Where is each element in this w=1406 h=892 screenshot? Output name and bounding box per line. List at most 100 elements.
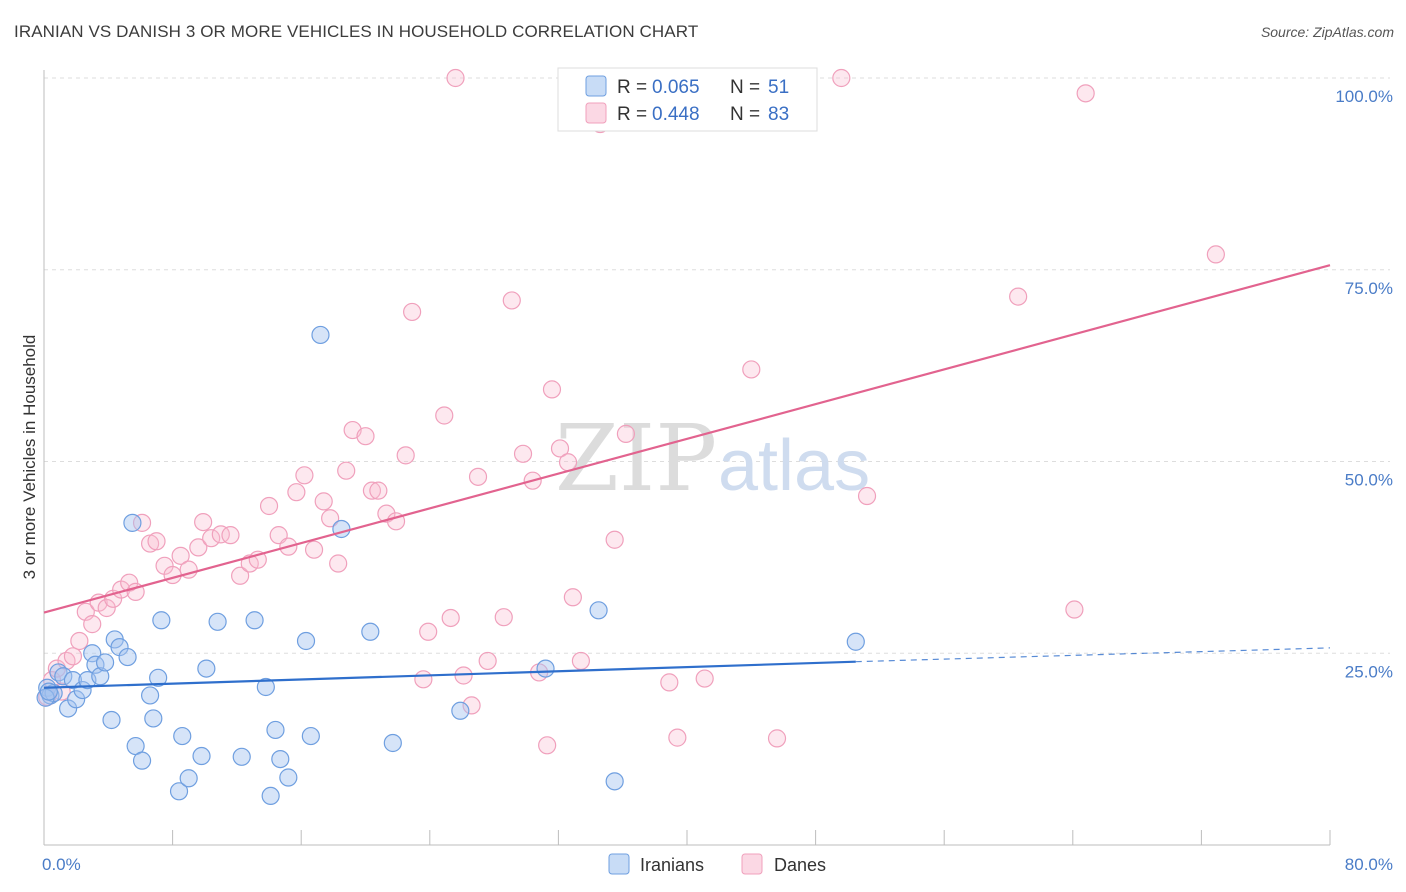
iranians-point	[83, 644, 102, 663]
danes-point	[369, 481, 388, 500]
iranians-point	[361, 622, 380, 641]
danes-point	[542, 380, 562, 399]
danes-point	[221, 526, 240, 545]
danes-point	[660, 673, 679, 692]
series-legend-swatch-iranians	[608, 853, 630, 875]
danes-point	[468, 467, 488, 486]
iranians-trend-line	[43, 660, 856, 689]
iranians-point	[169, 782, 189, 801]
iranians-point	[536, 659, 555, 678]
danes-point	[441, 608, 460, 628]
series-legend: Iranians Danes	[608, 853, 826, 875]
iranians-point	[132, 751, 152, 770]
danes-point	[171, 546, 190, 565]
iranians-point	[208, 612, 227, 631]
watermark-zip-text: ZIP	[555, 405, 717, 512]
legend-r-value-danes: 0.448	[652, 104, 700, 125]
danes-point	[396, 446, 415, 465]
x-axis-ticks	[43, 830, 1331, 845]
iranians-point	[271, 749, 290, 769]
iranians-point	[63, 670, 83, 690]
trend-lines	[43, 264, 1331, 689]
series-legend-swatch-danes	[741, 853, 763, 875]
danes-point	[857, 486, 877, 506]
danes-point	[616, 424, 636, 443]
danes-point	[189, 538, 208, 557]
iranians-point	[102, 710, 121, 730]
correlation-legend: R = 0.065 N = 51 R = 0.448 N = 83	[557, 67, 818, 132]
iranians-point	[123, 513, 142, 532]
danes-point	[120, 573, 139, 592]
iranians-point	[144, 709, 163, 728]
y-tick-label: 100.0%	[1335, 87, 1393, 106]
danes-point	[502, 291, 521, 310]
watermark: ZIP atlas	[555, 405, 870, 512]
iranians-point	[301, 726, 320, 746]
danes-point	[287, 483, 306, 502]
legend-r-label-danes: R =	[617, 104, 647, 125]
legend-n-value-iranians: 51	[768, 77, 789, 98]
danes-point	[668, 728, 687, 747]
legend-swatch-iranians	[585, 75, 607, 97]
iranians-point	[266, 720, 285, 740]
iranians-point	[451, 701, 470, 720]
y-tick-label: 75.0%	[1345, 279, 1393, 298]
iranians-point	[118, 647, 137, 667]
danes-point	[538, 736, 557, 755]
source-label: Source: ZipAtlas.com	[1260, 24, 1394, 40]
danes-point	[259, 496, 279, 516]
legend-r-value-iranians: 0.065	[652, 77, 700, 98]
danes-point	[742, 360, 761, 379]
iranians-point	[54, 667, 73, 686]
danes-point	[304, 540, 324, 559]
watermark-atlas-text: atlas	[718, 426, 870, 506]
danes-point	[1076, 84, 1095, 103]
danes-point	[1206, 245, 1225, 264]
iranians-point	[261, 786, 280, 806]
iranians-point	[152, 611, 171, 630]
legend-n-label-iranians: N =	[730, 77, 760, 98]
iranians-points	[36, 325, 865, 806]
iranians-point	[192, 746, 211, 766]
iranians-point	[91, 667, 110, 686]
danes-point	[321, 509, 340, 528]
iranians-point	[383, 733, 402, 753]
iranians-point	[149, 668, 168, 687]
danes-point	[513, 444, 533, 463]
danes-point	[446, 68, 465, 88]
x-tick-label: 80.0%	[1345, 855, 1393, 874]
danes-point	[419, 622, 438, 641]
iranians-trend-extension	[855, 647, 1331, 663]
danes-point	[414, 670, 433, 689]
danes-point	[1009, 287, 1028, 306]
danes-point	[63, 647, 83, 666]
iranians-point	[311, 325, 330, 345]
danes-point	[202, 529, 221, 548]
danes-point	[194, 512, 213, 532]
iranians-point	[179, 769, 198, 788]
iranians-point	[279, 768, 298, 787]
iranians-point	[846, 632, 865, 651]
danes-point	[550, 439, 570, 458]
iranians-point	[140, 686, 160, 705]
danes-point	[558, 453, 578, 472]
danes-point	[83, 615, 102, 634]
danes-point	[767, 729, 787, 748]
y-axis-label: 3 or more Vehicles in Household	[20, 335, 39, 580]
danes-point	[695, 669, 714, 688]
y-tick-label: 25.0%	[1345, 662, 1393, 681]
x-tick-label: 0.0%	[42, 855, 81, 874]
series-legend-label-iranians: Iranians	[640, 855, 704, 875]
danes-point	[462, 696, 481, 715]
danes-point	[231, 566, 250, 585]
danes-point	[70, 631, 89, 651]
iranians-point	[39, 682, 58, 701]
danes-point	[1065, 600, 1084, 619]
danes-point	[97, 598, 116, 618]
iranians-point	[256, 677, 275, 697]
legend-swatch-danes	[585, 102, 607, 124]
danes-point	[403, 302, 422, 322]
danes-point	[571, 651, 591, 671]
x-axis-tick-labels: 0.0% 80.0%	[42, 855, 1393, 874]
